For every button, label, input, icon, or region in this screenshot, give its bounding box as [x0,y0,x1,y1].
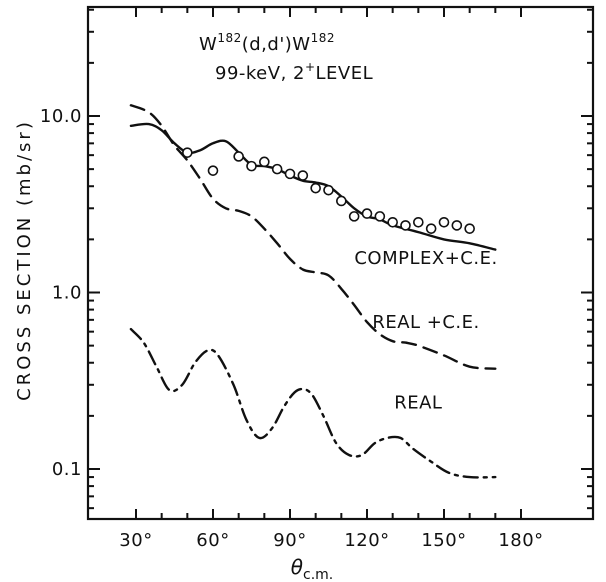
y-tick-labels: 0.1 1.0 10.0 [40,106,82,480]
y-axis-label: CROSS SECTION (mb/sr) [14,119,35,401]
series-dashdot-curve [129,327,497,479]
x-axis-label: θc.m. [291,555,334,582]
data-point [361,208,373,219]
y-tick-label: 1.0 [52,283,82,304]
data-point [310,182,321,194]
chart-title: W182(d,d')W182 [199,31,335,55]
data-point [233,151,244,162]
data-point [297,170,309,181]
data-point [182,147,193,158]
data-point [400,220,411,231]
x-tick-label: 90° [273,530,306,551]
data-point [246,160,257,172]
data-point [451,220,463,231]
curves [129,104,497,479]
data-points [182,147,475,234]
data-point [425,223,437,234]
data-point [464,223,475,234]
x-tick-label: 180° [498,530,543,551]
data-point [387,216,398,228]
data-point [374,211,386,222]
curve-label: REAL +C.E. [372,312,479,333]
x-tick-labels: 30° 60° 90° 120° 150° 180° [119,530,543,551]
series-dashed-curve [129,104,497,370]
ticks [88,7,593,519]
x-tick-label: 60° [196,530,229,551]
data-point [336,195,347,207]
data-point [413,216,424,228]
y-tick-label: 10.0 [40,106,82,127]
data-point [207,165,219,176]
x-tick-label: 30° [119,530,152,551]
data-point [438,216,450,228]
curve-label: COMPLEX+C.E. [354,248,497,269]
data-point [323,184,334,196]
chart-subtitle: 99-keV, 2+LEVEL [215,60,373,84]
data-point [271,163,283,175]
curve-labels: COMPLEX+C.E. REAL +C.E. REAL [354,248,497,414]
data-point [348,211,360,222]
data-point [259,156,270,168]
y-tick-label: 0.1 [52,459,82,480]
x-tick-label: 120° [344,530,389,551]
data-point [284,168,296,180]
curve-label: REAL [394,393,442,414]
x-tick-label: 150° [421,530,466,551]
